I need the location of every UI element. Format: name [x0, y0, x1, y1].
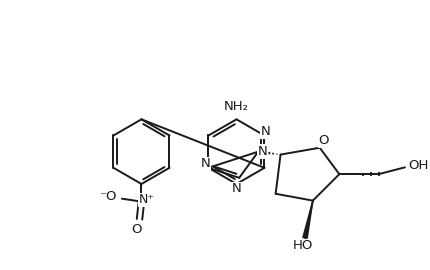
Text: O: O: [318, 134, 329, 147]
Text: N: N: [257, 145, 267, 158]
Text: HO: HO: [293, 239, 313, 252]
Text: N: N: [261, 125, 270, 138]
Text: OH: OH: [408, 159, 429, 172]
Text: N: N: [201, 157, 210, 170]
Text: O: O: [131, 222, 142, 235]
Text: N: N: [232, 182, 241, 195]
Text: N⁺: N⁺: [138, 193, 154, 206]
Text: NH₂: NH₂: [224, 100, 249, 113]
Polygon shape: [303, 201, 313, 238]
Text: ⁻O: ⁻O: [99, 190, 117, 203]
